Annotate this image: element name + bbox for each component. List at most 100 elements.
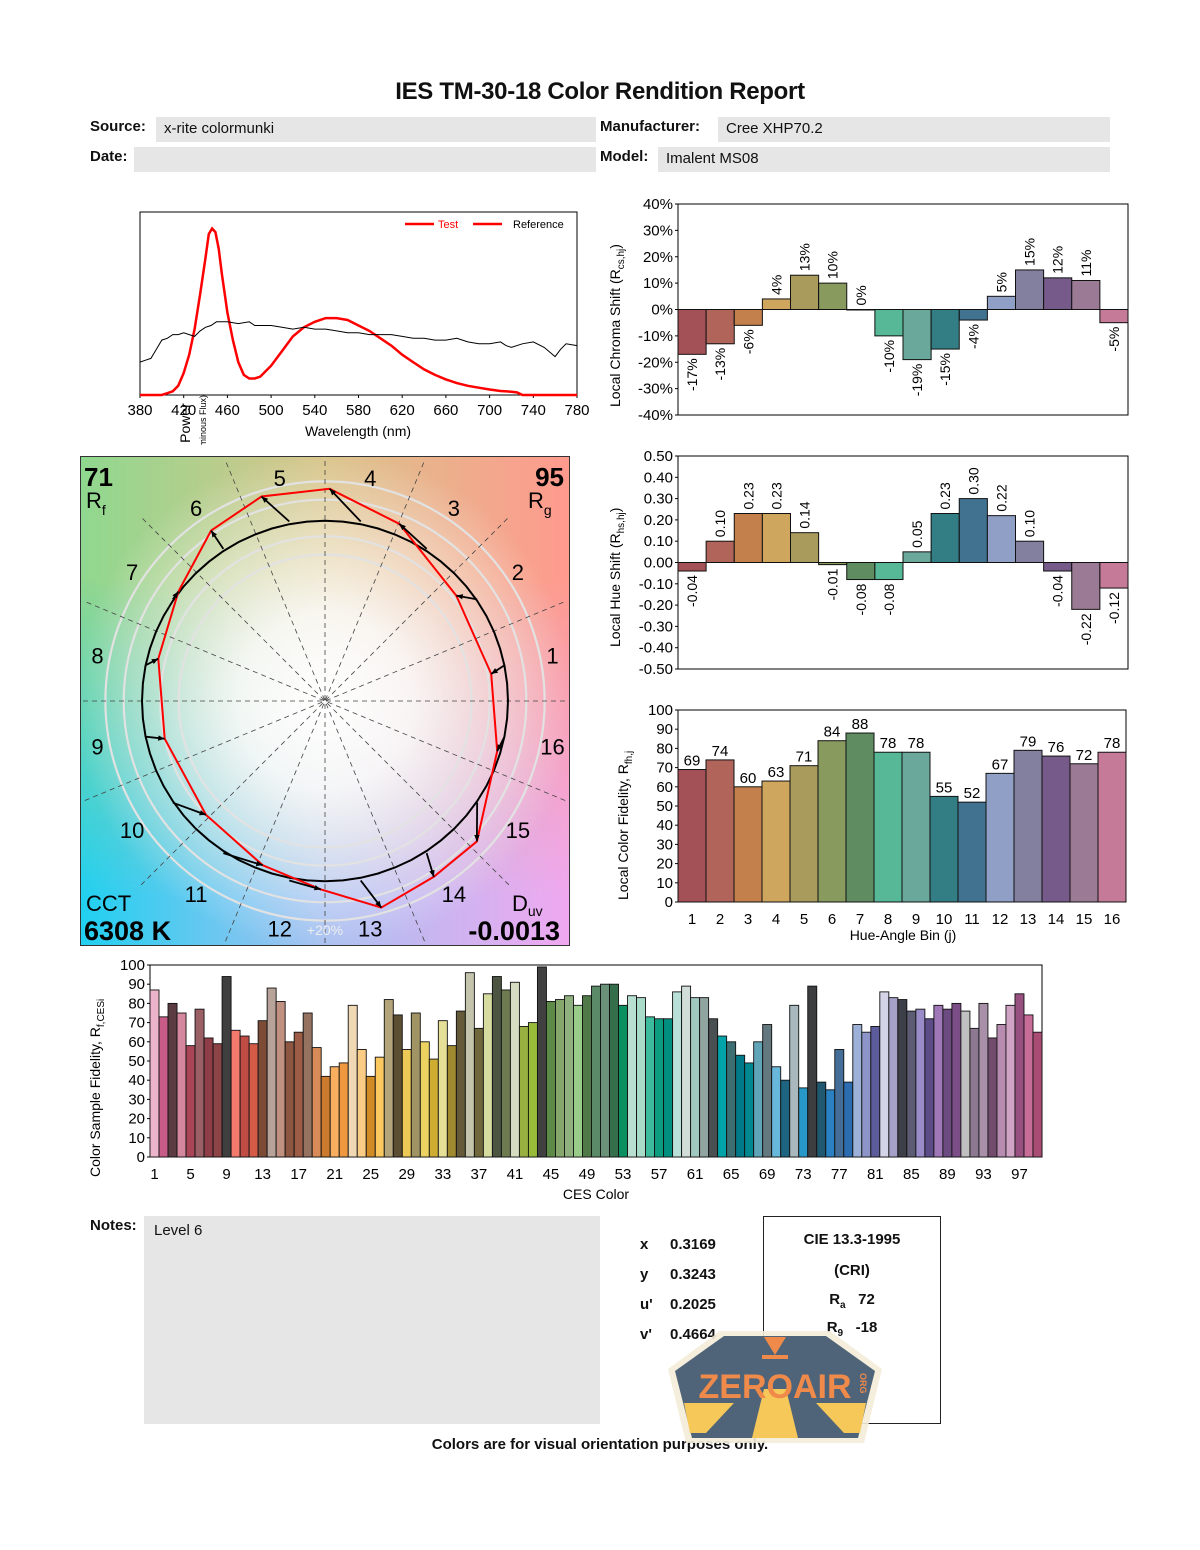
ces-bar-96 xyxy=(1005,1004,1016,1158)
bar-value-label: -0.08 xyxy=(881,583,897,615)
footer-note: Colors are for visual orientation purpos… xyxy=(431,1436,769,1453)
ces-bar-19 xyxy=(311,1047,322,1158)
ces-x-tick-label: 21 xyxy=(326,1166,343,1183)
y-tick-label: 0.20 xyxy=(644,512,673,529)
ces-x-tick-label: 89 xyxy=(939,1166,956,1183)
y-label: y xyxy=(640,1266,649,1283)
bar-value-label: 0.14 xyxy=(797,501,813,528)
ces-bar-99 xyxy=(1032,1031,1043,1158)
ces-y-tick-label: 40 xyxy=(128,1072,145,1089)
bar-bin-5 xyxy=(789,765,819,903)
y-tick-label: -10% xyxy=(638,328,673,345)
bar-value-label: 78 xyxy=(908,735,925,752)
bar-value-label: -0.04 xyxy=(1050,575,1066,607)
ces-bar-30 xyxy=(410,1012,421,1158)
bar-value-label: 0.10 xyxy=(712,510,728,537)
cvg-arrowhead xyxy=(474,834,480,842)
ces-bar-78 xyxy=(843,1081,854,1158)
ces-bar-3 xyxy=(167,1002,178,1158)
ces-bar-83 xyxy=(888,997,899,1158)
bar-bin-14 xyxy=(1043,562,1073,572)
bar-value-label: -5% xyxy=(1106,327,1122,352)
bar-value-label: 76 xyxy=(1048,739,1065,756)
u-prime-label: u' xyxy=(640,1296,653,1313)
x-tick-label: 1 xyxy=(688,911,696,928)
ces-y-tick-label: 50 xyxy=(128,1053,145,1070)
bar-bin-5 xyxy=(790,274,820,310)
model-label: Model: xyxy=(600,148,649,165)
ces-bar-45 xyxy=(545,1001,556,1158)
bar-value-label: 11% xyxy=(1078,250,1094,277)
ces-bar-26 xyxy=(374,1056,385,1158)
bar-value-label: 88 xyxy=(852,716,869,733)
ces-x-tick-label: 53 xyxy=(615,1166,632,1183)
ces-bar-12 xyxy=(248,1043,259,1158)
y-tick-label: 70 xyxy=(656,760,673,777)
chromaticity-values: x 0.3169 y 0.3243 u' 0.2025 v' 0.4664 xyxy=(640,1236,716,1356)
date-field xyxy=(134,147,596,172)
ces-x-tick-label: 33 xyxy=(434,1166,451,1183)
spectrum-x-tick-label: 500 xyxy=(259,402,284,419)
bar-bin-6 xyxy=(817,740,847,903)
bar-value-label: -19% xyxy=(909,364,925,397)
bar-value-label: 0.23 xyxy=(937,482,953,509)
ces-x-tick-label: 77 xyxy=(831,1166,848,1183)
ces-bar-86 xyxy=(915,1008,926,1158)
y-tick-label: -0.40 xyxy=(639,640,673,657)
y-tick-label: 20% xyxy=(643,249,673,266)
bar-bin-14 xyxy=(1043,277,1073,310)
cvg-bin-divider xyxy=(84,601,566,801)
ces-x-tick-label: 1 xyxy=(150,1166,158,1183)
y-tick-label: 0.50 xyxy=(644,448,673,465)
x-tick-label: 12 xyxy=(992,911,1009,928)
cvg-bin-label: 14 xyxy=(442,882,466,907)
ces-bar-21 xyxy=(329,1066,340,1158)
ces-bar-23 xyxy=(347,1004,358,1158)
ces-x-tick-label: 85 xyxy=(903,1166,920,1183)
ces-bar-34 xyxy=(446,1045,457,1158)
ces-bar-63 xyxy=(708,1018,719,1158)
ces-bar-39 xyxy=(491,976,502,1158)
y-tick-label: 0 xyxy=(665,894,673,911)
ces-x-label: CES Color xyxy=(563,1186,629,1202)
ces-y-tick-label: 20 xyxy=(128,1111,145,1128)
bar-value-label: -6% xyxy=(740,329,756,354)
bar-value-label: 72 xyxy=(1076,747,1093,764)
cri-box: CIE 13.3-1995 (CRI) Ra 72 R9 -18 xyxy=(763,1216,941,1424)
ces-bar-61 xyxy=(690,997,701,1158)
bar-value-label: -10% xyxy=(881,340,897,373)
cvg-arrowhead xyxy=(255,860,263,866)
y-tick-label: 100 xyxy=(648,702,673,719)
cvg-arrowhead xyxy=(261,496,269,503)
ces-bar-77 xyxy=(834,1049,845,1158)
logo-text: ZEROAIR xyxy=(699,1368,852,1406)
bar-value-label: 71 xyxy=(796,749,813,766)
x-tick-label: 2 xyxy=(716,911,724,928)
y-tick-label: 40 xyxy=(656,817,673,834)
x-tick-label: 13 xyxy=(1020,911,1037,928)
cvg-arrowhead xyxy=(157,735,165,741)
cvg-bin-label: 3 xyxy=(448,496,460,521)
spectrum-x-tick-label: 660 xyxy=(433,402,458,419)
zeroair-logo: ZEROAIR ORG xyxy=(668,1331,882,1443)
y-tick-label: 90 xyxy=(656,721,673,738)
spectrum-line-test xyxy=(140,226,577,397)
spectrum-x-tick-label: 780 xyxy=(564,402,589,419)
bar-bin-5 xyxy=(790,532,820,563)
ces-bar-41 xyxy=(509,981,520,1158)
bar-value-label: -4% xyxy=(965,324,981,349)
x-tick-label: 7 xyxy=(856,911,864,928)
ces-bar-22 xyxy=(338,1062,349,1158)
ces-bar-68 xyxy=(753,1041,764,1158)
bar-value-label: 0.10 xyxy=(1022,510,1038,537)
bar-value-label: 67 xyxy=(992,756,1009,773)
bar-bin-7 xyxy=(845,732,875,903)
ces-bar-33 xyxy=(437,1020,448,1158)
ces-bar-85 xyxy=(906,1010,917,1158)
logo-mark-icon xyxy=(764,1337,786,1355)
cvg-shift-arrow xyxy=(223,852,264,867)
ces-bar-29 xyxy=(401,1049,412,1158)
x-value: 0.3169 xyxy=(670,1236,716,1253)
logo-suffix: ORG xyxy=(858,1373,868,1394)
